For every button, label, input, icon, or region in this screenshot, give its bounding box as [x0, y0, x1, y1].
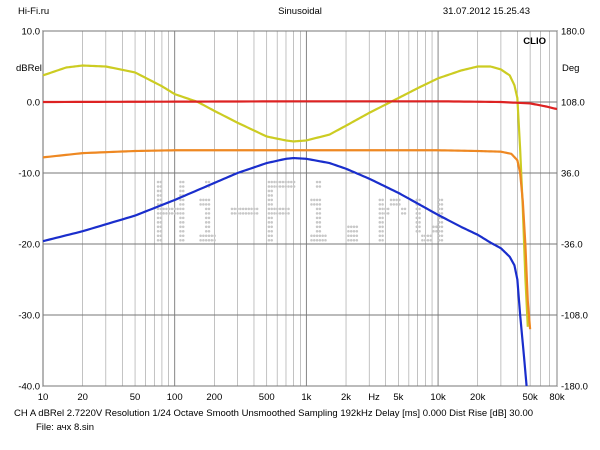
series-line-3	[42, 156, 528, 387]
watermark-layer	[156, 180, 444, 242]
y2-axis-label: Deg	[562, 63, 579, 74]
x-tick-label: 500	[259, 392, 275, 403]
y-tick-label: -40.0	[18, 382, 40, 393]
header-right: 31.07.2012 15.25.43	[443, 6, 530, 17]
series-line-0	[42, 64, 529, 327]
y2-tick-label: -36.0	[561, 240, 583, 251]
x-tick-label: 80k	[549, 392, 565, 403]
y2-tick-label: 108.0	[561, 98, 585, 109]
x-tick-label: 1k	[301, 392, 311, 403]
x-tick-label: 20k	[470, 392, 486, 403]
x-tick-label: 50	[130, 392, 141, 403]
y-axis-label: dBRel	[16, 63, 42, 74]
header-center: Sinusoidal	[278, 6, 322, 17]
tick-layer: 10 20 50 100 200 500 1k 2k 5k 10k 20k 50k 80k 10.0 0.0…	[18, 27, 588, 404]
x-tick-label: 10	[38, 392, 49, 403]
footer-settings: CH A dBRel 2.7220V Resolution 1/24 Octav…	[14, 408, 534, 419]
y-tick-label: -20.0	[18, 240, 40, 251]
y-tick-label: -10.0	[18, 169, 40, 180]
series-layer	[42, 64, 558, 387]
series-line-2	[42, 149, 532, 330]
x-tick-label: 50k	[522, 392, 538, 403]
y-tick-label: -30.0	[18, 311, 40, 322]
series-line-1	[42, 100, 558, 111]
x-tick-label: 200	[206, 392, 222, 403]
x-tick-label: 2k	[341, 392, 351, 403]
x-axis-label: Hz	[368, 392, 380, 403]
x-tick-label: 100	[167, 392, 183, 403]
y2-tick-label: -180.0	[561, 382, 588, 393]
plot-area	[42, 30, 558, 387]
watermark	[156, 180, 444, 242]
y-tick-label: 0.0	[27, 98, 40, 109]
x-tick-label: 10k	[430, 392, 446, 403]
y2-tick-label: 180.0	[561, 27, 585, 38]
x-tick-label: 5k	[393, 392, 403, 403]
clio-logo: CLIO	[523, 36, 546, 47]
x-tick-label: 20	[77, 392, 88, 403]
header-left: Hi-Fi.ru	[18, 6, 49, 17]
footer-file: File: ачх 8.sin	[36, 422, 95, 433]
y-tick-label: 10.0	[22, 27, 41, 38]
y2-tick-label: 36.0	[561, 169, 580, 180]
y2-tick-label: -108.0	[561, 311, 588, 322]
